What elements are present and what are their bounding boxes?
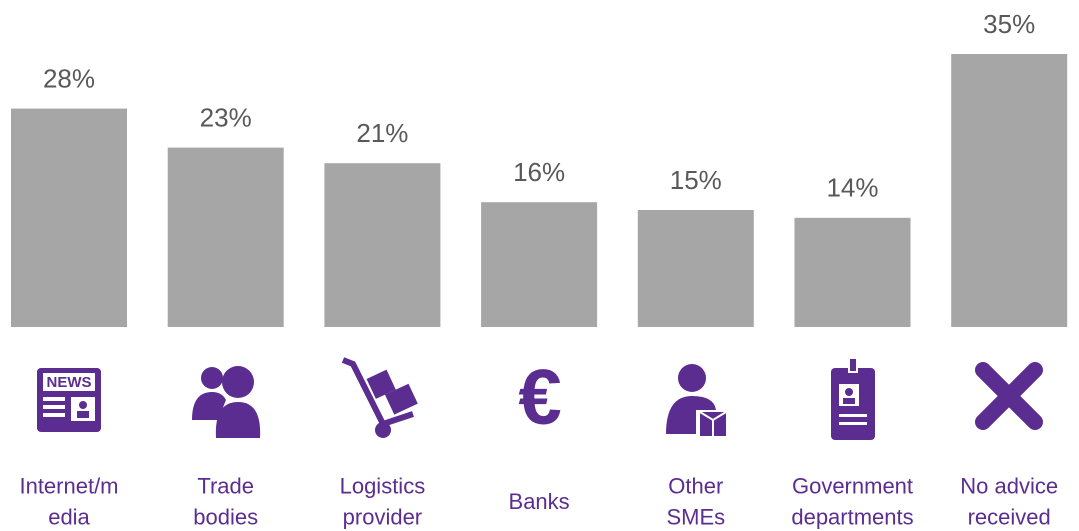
x-tick-label: Trade bodies [193,473,258,529]
svg-text:NEWS: NEWS [47,374,92,391]
value-label: 23% [200,102,252,132]
x-tick-label: Other SMEs [666,473,725,529]
value-label: 35% [983,9,1035,39]
x-tick-label: Government departments [791,473,913,529]
icon-news: NEWS [37,368,101,432]
value-label: 28% [43,63,95,93]
value-label: 21% [356,118,408,148]
value-label: 16% [513,157,565,187]
bar [794,217,911,327]
bar [11,108,127,327]
icon-euro: € [518,353,561,441]
x-tick-label: No advice received [960,473,1058,529]
value-label: 15% [670,165,722,195]
svg-text:€: € [518,353,561,441]
bar [951,54,1068,327]
x-tick-label: Internet/m edia [19,473,118,529]
bar [167,147,284,327]
icon-cross [975,362,1043,430]
icon-badge [831,357,875,440]
icon-people [192,366,261,438]
icon-sme [666,364,727,436]
bar [637,210,754,327]
x-tick-label: Logistics provider [340,473,426,529]
bar [481,202,598,327]
value-label: 14% [826,173,878,203]
icon-trolley [341,357,418,438]
x-tick-label: Banks [509,489,570,514]
bar [324,163,441,327]
